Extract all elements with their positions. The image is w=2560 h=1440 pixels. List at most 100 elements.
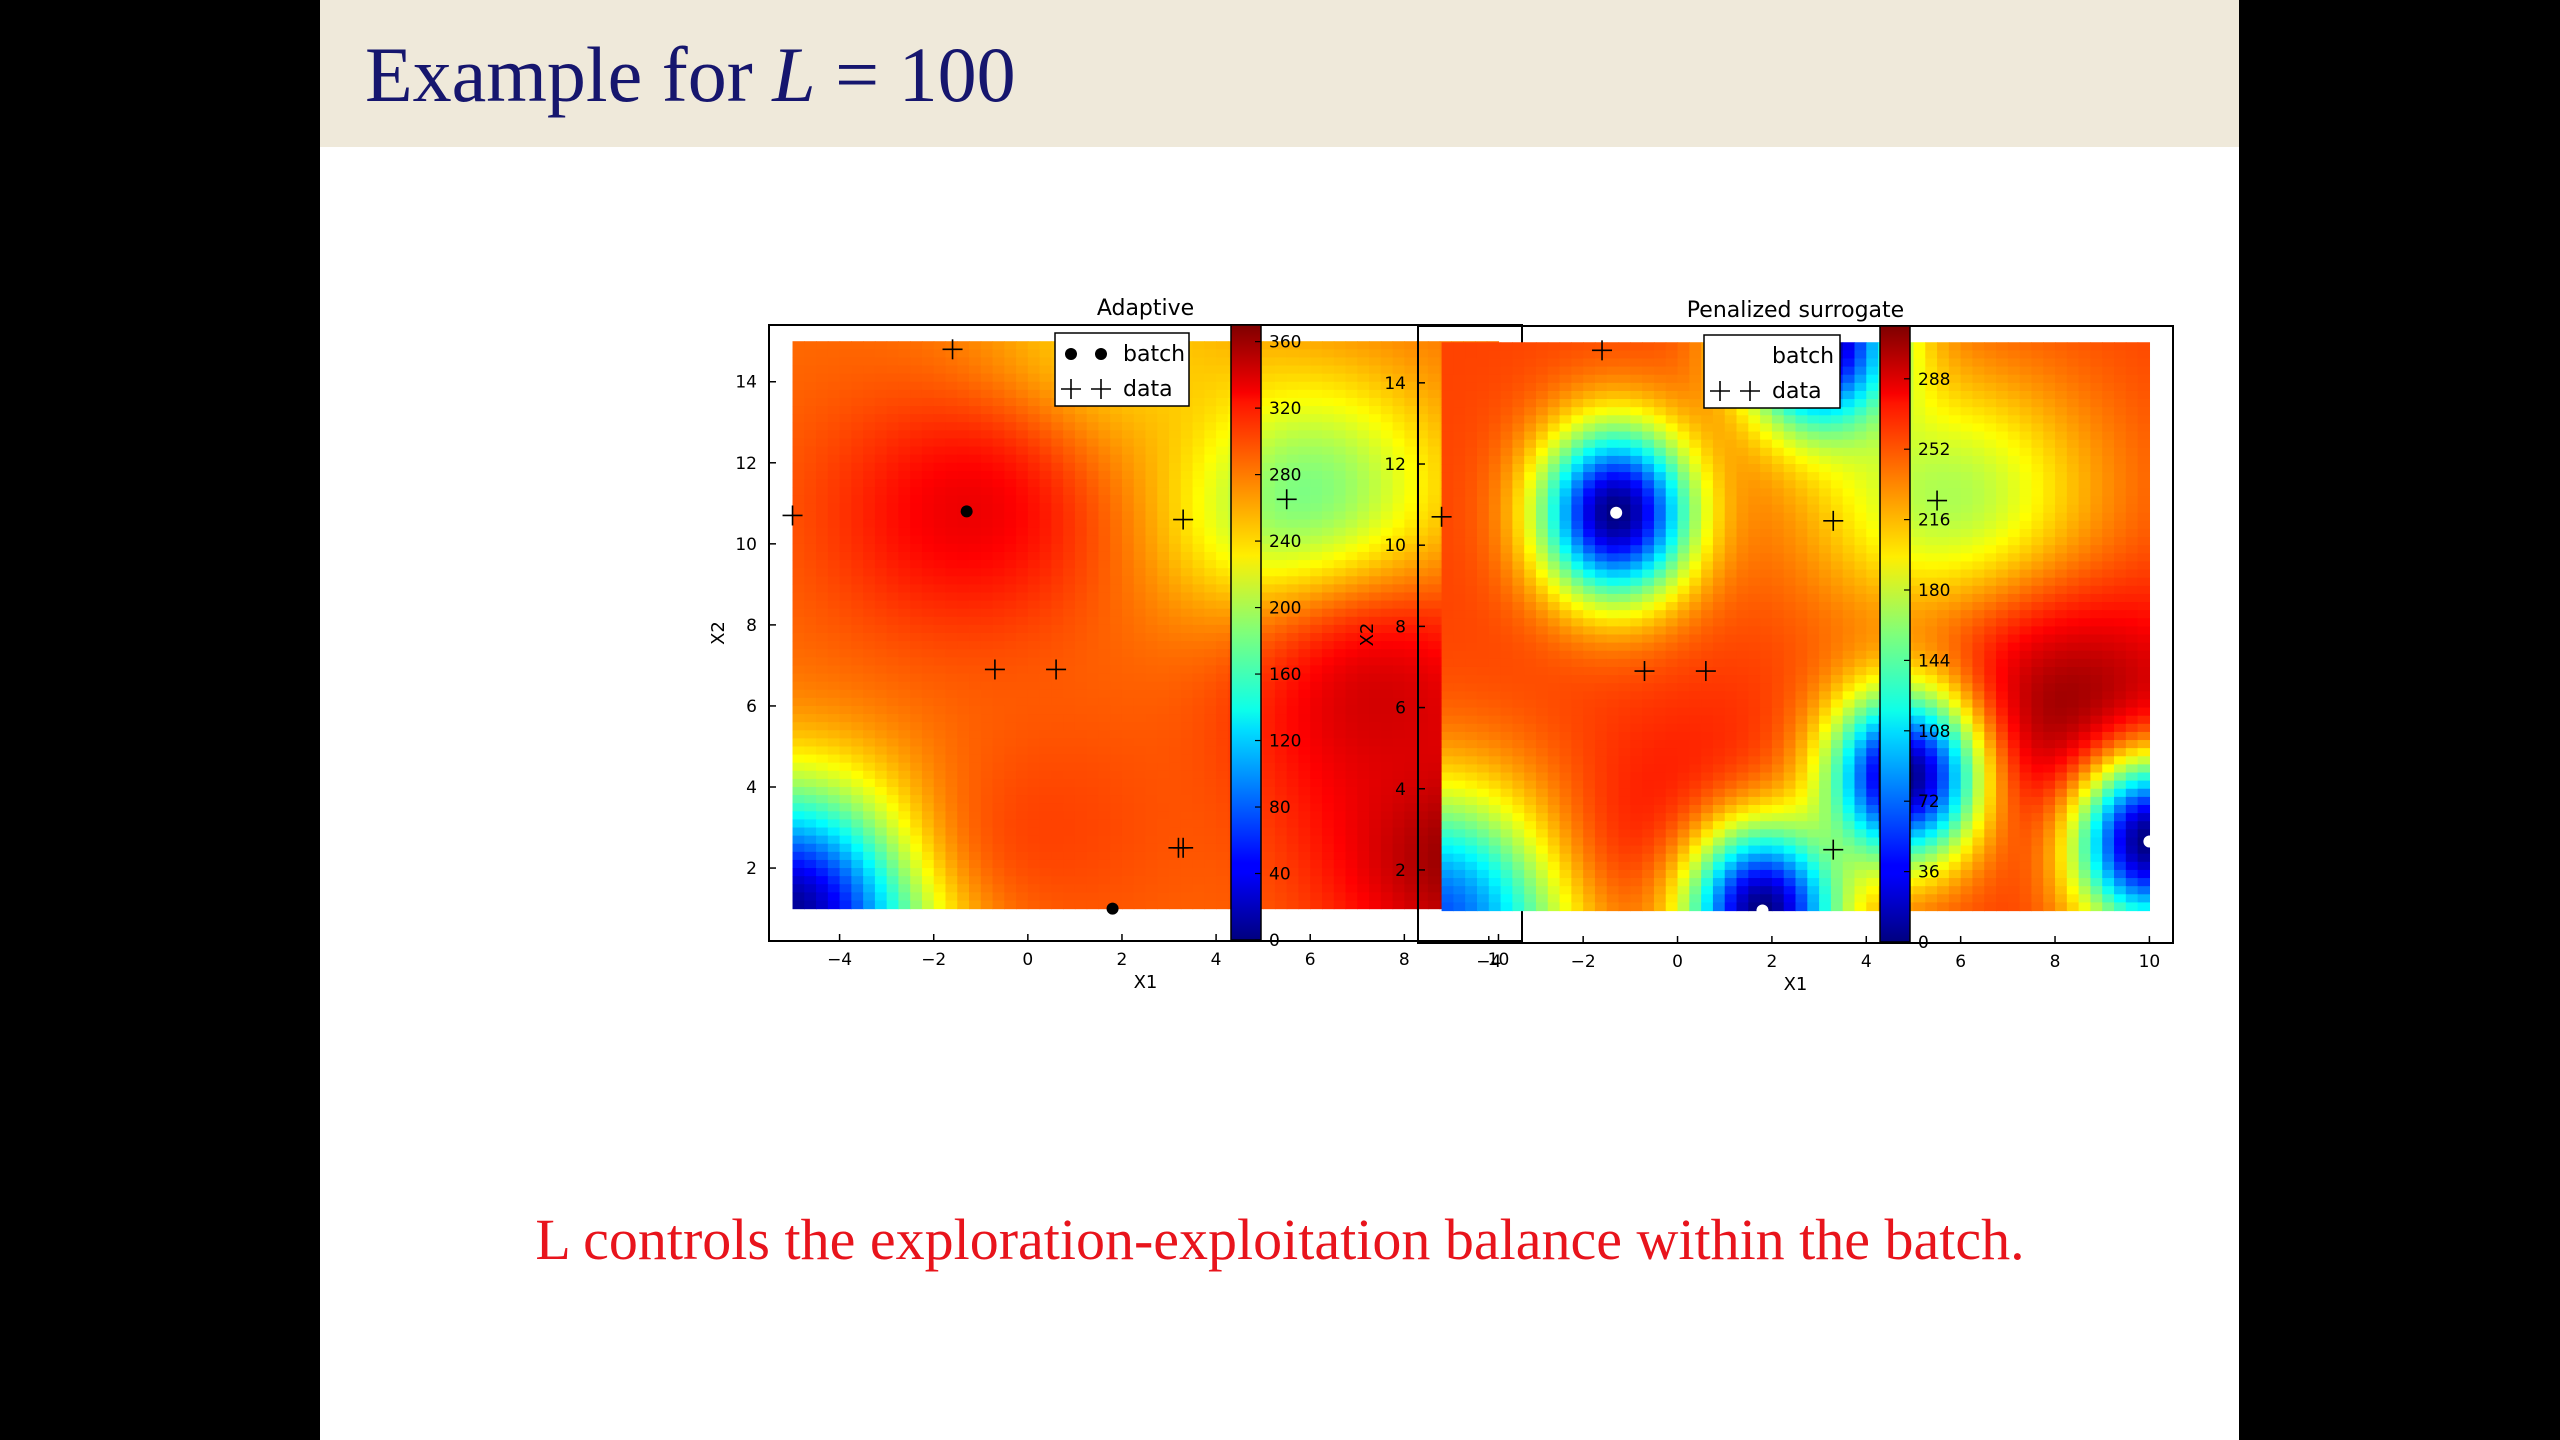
heatmap-cell [1345, 665, 1358, 675]
heatmap-cell [1559, 415, 1572, 425]
heatmap-cell [921, 900, 935, 910]
heatmap-cell [1004, 365, 1017, 375]
heatmap-cell [1333, 373, 1347, 383]
heatmap-cell [1404, 811, 1417, 821]
heatmap-cell [969, 543, 982, 553]
heatmap-cell [1086, 454, 1100, 464]
heatmap-cell [827, 454, 841, 464]
heatmap-cell [792, 770, 805, 780]
heatmap-cell [1016, 527, 1029, 537]
heatmap-cell [1204, 535, 1217, 545]
heatmap-cell [1357, 746, 1370, 756]
heatmap-cell [1298, 649, 1311, 658]
heatmap-cell [1427, 389, 1441, 399]
heatmap-cell [1110, 746, 1123, 756]
heatmap-cell [1074, 641, 1088, 650]
heatmap-cell [1157, 454, 1170, 464]
heatmap-cell [1004, 535, 1017, 545]
heatmap-cell [1004, 714, 1017, 723]
heatmap-cell [910, 349, 923, 359]
heatmap-cell [969, 487, 982, 496]
heatmap-cell [1098, 673, 1111, 683]
heatmap-cell [1298, 535, 1311, 545]
heatmap-cell [1689, 431, 1702, 441]
heatmap-cell [921, 446, 935, 456]
heatmap-cell [969, 778, 982, 788]
heatmap-cell [1416, 341, 1429, 350]
heatmap-cell [933, 414, 947, 423]
heatmap-cell [980, 414, 994, 423]
heatmap-cell [1263, 462, 1276, 472]
heatmap-cell [1004, 543, 1017, 553]
heatmap-cell [886, 649, 900, 658]
heatmap-cell [792, 714, 805, 723]
heatmap-cell [1063, 868, 1076, 877]
heatmap-cell [1512, 423, 1525, 433]
heatmap-cell [1051, 641, 1064, 650]
heatmap-cell [839, 900, 852, 910]
heatmap-cell [1404, 600, 1417, 610]
heatmap-cell [1298, 681, 1311, 691]
heatmap-cell [1263, 803, 1276, 812]
heatmap-cell [1357, 560, 1370, 569]
heatmap-cell [827, 633, 841, 642]
heatmap-cell [851, 551, 864, 561]
heatmap-cell [1369, 381, 1382, 391]
heatmap-cell [1098, 657, 1111, 667]
heatmap-cell [1074, 551, 1088, 561]
heatmap-cell [874, 462, 888, 472]
heatmap-cell [1310, 349, 1323, 359]
heatmap-cell [1369, 859, 1382, 869]
heatmap-cell [1027, 430, 1041, 440]
heatmap-cell [1098, 892, 1111, 902]
heatmap-cell [1051, 470, 1064, 480]
heatmap-cell [898, 689, 911, 699]
heatmap-cell [992, 365, 1005, 375]
heatmap-cell [1263, 551, 1276, 561]
heatmap-cell [957, 681, 970, 691]
legend-label-data: data [1123, 377, 1173, 402]
heatmap-cell [1357, 714, 1370, 723]
heatmap-cell [1524, 382, 1537, 392]
heatmap-cell [1263, 624, 1276, 634]
heatmap-cell [957, 535, 970, 545]
heatmap-cell [839, 876, 852, 885]
heatmap-cell [910, 389, 923, 399]
heatmap-cell [1051, 803, 1064, 812]
heatmap-cell [1807, 415, 1820, 425]
heatmap-cell [816, 576, 829, 585]
heatmap-cell [1427, 657, 1441, 667]
heatmap-cell [1310, 479, 1323, 488]
heatmap-cell [792, 778, 805, 788]
heatmap-cell [1051, 705, 1064, 715]
heatmap-cell [933, 835, 947, 845]
heatmap-cell [839, 462, 852, 472]
heatmap-cell [1039, 900, 1052, 910]
heatmap-cell [839, 705, 852, 715]
heatmap-cell [1298, 705, 1311, 715]
heatmap-cell [1216, 487, 1229, 496]
heatmap-cell [1369, 584, 1382, 594]
heatmap-cell [969, 511, 982, 521]
heatmap-cell [1263, 689, 1276, 699]
heatmap-cell [1039, 641, 1052, 650]
heatmap-cell [1416, 446, 1429, 456]
heatmap-cell [839, 438, 852, 448]
heatmap-cell [1121, 479, 1135, 488]
heatmap-cell [1157, 470, 1170, 480]
heatmap-cell [910, 681, 923, 691]
heatmap-cell [957, 551, 970, 561]
heatmap-cell [921, 430, 935, 440]
heatmap-cell [1369, 543, 1382, 553]
heatmap-cell [1345, 673, 1358, 683]
heatmap-cell [969, 819, 982, 829]
heatmap-cell [863, 754, 876, 764]
heatmap-cell [2090, 366, 2103, 376]
heatmap-cell [1653, 342, 1667, 351]
heatmap-cell [1321, 487, 1335, 496]
heatmap-cell [1333, 341, 1347, 350]
heatmap-cell [1180, 665, 1194, 675]
heatmap-cell [816, 454, 829, 464]
heatmap-cell [1960, 350, 1974, 360]
heatmap-cell [1027, 373, 1041, 383]
